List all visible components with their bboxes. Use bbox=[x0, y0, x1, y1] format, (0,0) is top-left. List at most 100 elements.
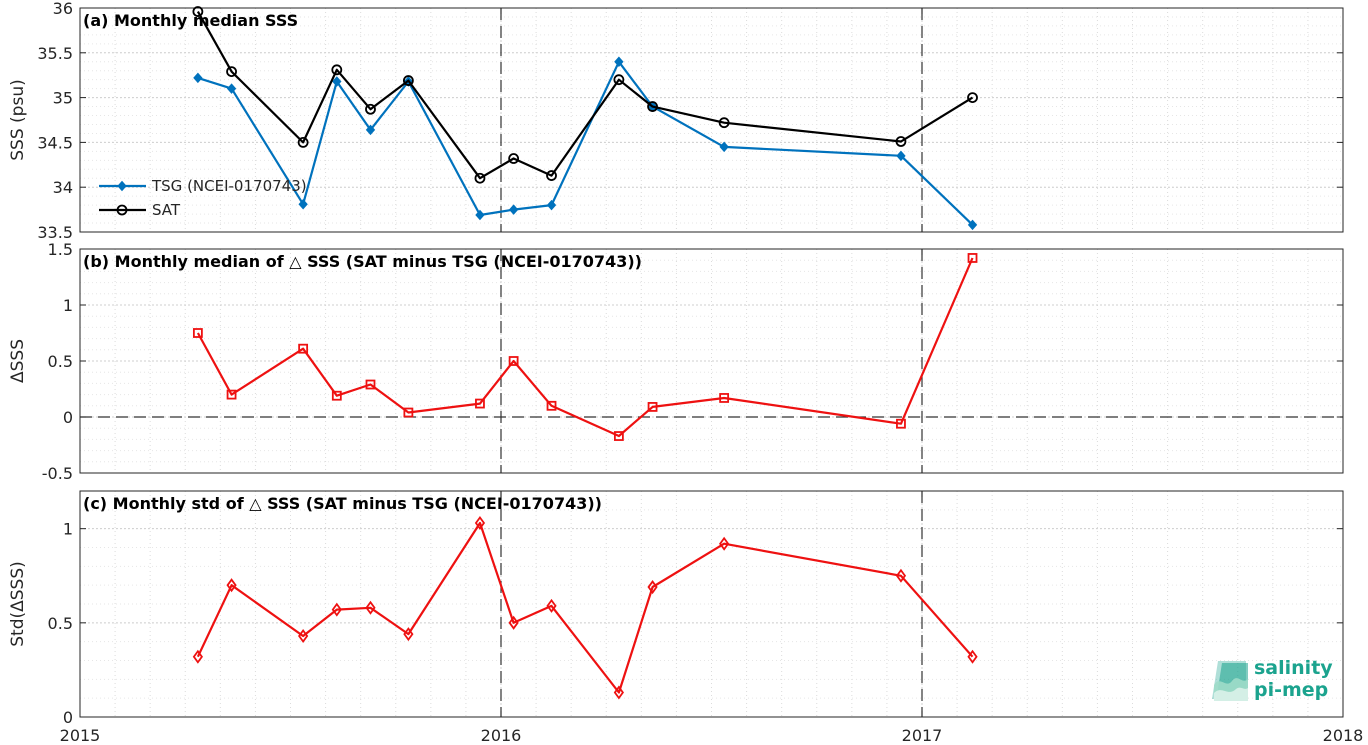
data-point bbox=[647, 580, 658, 595]
y-tick-label: 35 bbox=[53, 89, 73, 108]
legend-marker bbox=[117, 180, 127, 192]
data-point bbox=[508, 204, 519, 215]
y-tick-label: 0.5 bbox=[48, 614, 73, 633]
y-tick-label: 0.5 bbox=[48, 352, 73, 371]
y-tick-label: 1 bbox=[63, 296, 73, 315]
data-point bbox=[719, 393, 730, 403]
y-tick-label: 33.5 bbox=[37, 223, 73, 242]
data-point bbox=[967, 219, 978, 231]
y-tick-label: 34.5 bbox=[37, 133, 73, 152]
data-point bbox=[298, 343, 309, 354]
series-line bbox=[196, 257, 974, 438]
y-tick-label: 35.5 bbox=[37, 44, 73, 63]
data-point bbox=[719, 536, 730, 551]
legend-label: TSG (NCEI-0170743) bbox=[151, 177, 307, 195]
data-point bbox=[508, 153, 520, 164]
data-point bbox=[613, 685, 624, 700]
data-point bbox=[193, 72, 203, 84]
panel-a: 33.5 34 34.5 35 35.5 36 SSS (psu) (a) Monthly m… bbox=[8, 0, 1344, 242]
legend-marker bbox=[116, 204, 128, 216]
x-tick-label: 2017 bbox=[902, 726, 943, 745]
data-point bbox=[474, 172, 486, 184]
data-point bbox=[192, 649, 203, 664]
logo: salinity pi-mep bbox=[1208, 655, 1358, 705]
data-point bbox=[546, 400, 557, 411]
data-point bbox=[647, 402, 658, 412]
data-point bbox=[331, 602, 342, 617]
y-axis-label: SSS (psu) bbox=[8, 79, 28, 160]
data-point bbox=[365, 124, 376, 136]
plot-frame bbox=[79, 490, 1344, 718]
data-point bbox=[298, 198, 308, 210]
series-sat bbox=[192, 6, 978, 184]
panel-b: -0.5 0 0.5 1 1.5 ΔSSS (b) Monthly median of △ … bbox=[8, 240, 1344, 483]
data-point bbox=[896, 150, 906, 162]
data-point bbox=[332, 76, 342, 87]
logo-text-salinity: salinity bbox=[1254, 657, 1333, 679]
series-delta-2 bbox=[192, 515, 978, 700]
data-point bbox=[298, 628, 309, 644]
legend: TSG (NCEI-0170743) SAT bbox=[99, 177, 307, 219]
data-point bbox=[403, 407, 414, 418]
x-tick-label: 2016 bbox=[481, 726, 522, 745]
series-tsg-ncei-0170743- bbox=[193, 56, 978, 231]
data-point bbox=[331, 64, 343, 76]
data-point bbox=[895, 136, 907, 147]
y-tick-label: 1 bbox=[63, 520, 73, 539]
data-point bbox=[192, 6, 204, 17]
panel-title: (c) Monthly std of △ SSS (SAT minus TSG … bbox=[83, 494, 602, 513]
data-point bbox=[647, 101, 658, 112]
x-tick-label: 2015 bbox=[60, 726, 101, 745]
legend-label: SAT bbox=[152, 201, 181, 219]
data-point bbox=[192, 328, 203, 338]
data-point bbox=[365, 379, 376, 390]
data-point bbox=[331, 390, 342, 401]
data-point bbox=[474, 515, 486, 531]
series-delta-1 bbox=[192, 253, 978, 441]
data-point bbox=[719, 141, 729, 153]
x-tick-label: 2018 bbox=[1323, 726, 1364, 745]
data-point bbox=[613, 74, 625, 86]
data-point bbox=[546, 598, 557, 613]
data-point bbox=[365, 600, 376, 615]
plot-frame bbox=[79, 7, 1344, 233]
data-point bbox=[967, 649, 978, 664]
data-point bbox=[718, 117, 730, 129]
data-point bbox=[508, 615, 519, 630]
data-point bbox=[613, 431, 624, 441]
series-line bbox=[196, 521, 974, 694]
data-point bbox=[896, 418, 906, 429]
data-point bbox=[365, 103, 376, 115]
y-tick-label: -0.5 bbox=[42, 464, 73, 483]
data-point bbox=[546, 199, 557, 211]
data-point bbox=[967, 253, 978, 263]
series-line bbox=[197, 60, 974, 226]
data-point bbox=[226, 389, 237, 400]
data-point bbox=[475, 398, 485, 409]
data-point bbox=[614, 56, 624, 68]
data-point bbox=[546, 170, 557, 181]
y-axis-label: Std(ΔSSS) bbox=[8, 561, 28, 647]
data-point bbox=[475, 209, 485, 221]
y-tick-label: 1.5 bbox=[48, 240, 73, 259]
y-tick-label: 34 bbox=[53, 178, 73, 197]
y-tick-label: 0 bbox=[63, 408, 73, 427]
data-point bbox=[508, 356, 519, 366]
data-point bbox=[967, 92, 978, 103]
data-point bbox=[226, 66, 237, 78]
y-axis-label: ΔSSS bbox=[8, 339, 28, 383]
panel-title: (a) Monthly median SSS bbox=[83, 11, 298, 30]
y-tick-label: 0 bbox=[63, 708, 73, 727]
data-point bbox=[402, 75, 414, 86]
data-point bbox=[403, 627, 414, 642]
y-tick-label: 36 bbox=[53, 0, 73, 18]
data-point bbox=[895, 568, 907, 583]
series-line bbox=[196, 11, 974, 180]
logo-text-pimep: pi-mep bbox=[1254, 679, 1329, 701]
panel-c: 0 0.5 1 Std(ΔSSS) (c) Monthly std of △ SSS (… bbox=[8, 490, 1344, 727]
data-point bbox=[226, 578, 237, 593]
panel-title: (b) Monthly median of △ SSS (SAT minus T… bbox=[83, 252, 642, 271]
data-point bbox=[297, 136, 309, 148]
data-point bbox=[226, 83, 237, 94]
